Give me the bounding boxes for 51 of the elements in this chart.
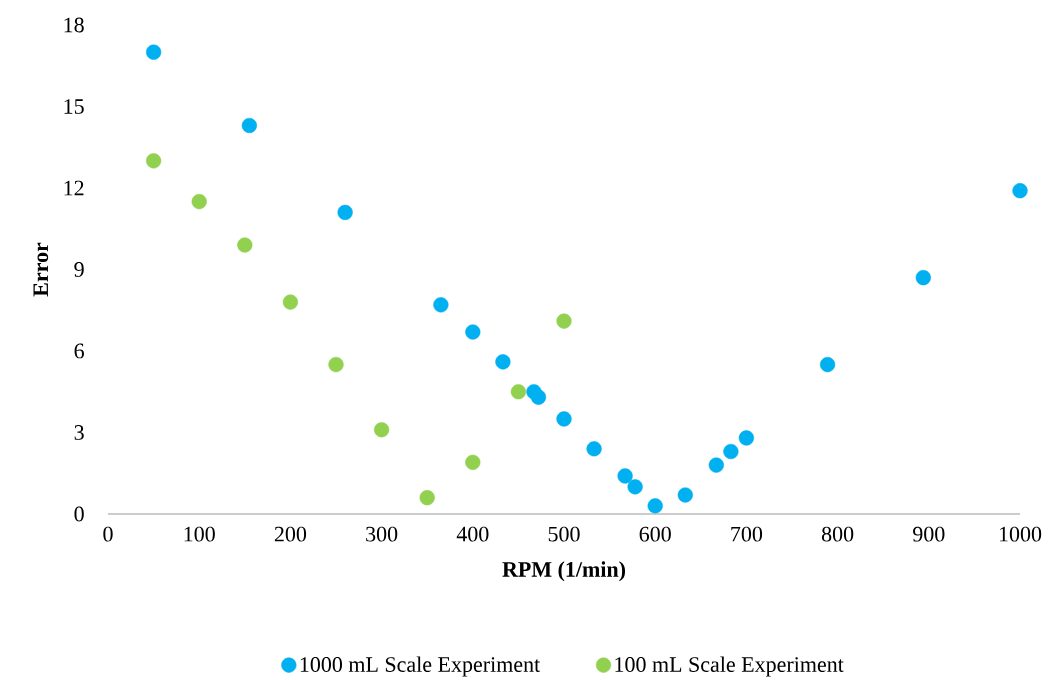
- point: [915, 270, 931, 286]
- point: [337, 204, 353, 221]
- point: [465, 324, 481, 340]
- point: [647, 498, 663, 514]
- point: [708, 457, 724, 473]
- point: [556, 411, 572, 427]
- point: [819, 356, 836, 373]
- point: [419, 490, 435, 506]
- point: [617, 468, 633, 484]
- x-tick-label: 600: [639, 526, 671, 542]
- y-tick-label: 3: [74, 425, 84, 440]
- point: [723, 443, 739, 460]
- point: [146, 153, 162, 169]
- point: [495, 354, 511, 370]
- y-tick-label: 6: [74, 343, 84, 359]
- x-tick-label: 300: [366, 526, 398, 542]
- point: [510, 384, 527, 400]
- point: [282, 294, 299, 310]
- point: [191, 193, 207, 210]
- x-tick-label: 1000: [999, 526, 1042, 542]
- y-axis-title: Error: [33, 242, 49, 297]
- point: [677, 487, 693, 503]
- x-axis-title: RPM (1/min): [502, 561, 626, 582]
- point: [586, 441, 602, 457]
- point: [556, 313, 572, 329]
- x-tick-label: 0: [103, 526, 113, 542]
- point: [1012, 183, 1028, 199]
- y-tick-label: 9: [74, 262, 84, 277]
- point: [627, 479, 643, 495]
- x-tick-label: 700: [731, 526, 763, 542]
- point: [530, 389, 547, 405]
- point: [433, 297, 449, 313]
- point: [241, 117, 257, 134]
- x-tick-label: 500: [548, 526, 580, 542]
- x-tick-label: 900: [913, 526, 945, 542]
- y-tick-label: 18: [64, 17, 84, 33]
- point: [146, 44, 162, 60]
- legend-label: 100 mL Scale Experiment: [615, 656, 844, 677]
- point: [374, 422, 390, 438]
- y-tick-label: 12: [64, 180, 84, 196]
- x-tick-label: 200: [274, 526, 307, 542]
- x-tick-label: 400: [456, 526, 489, 542]
- y-tick-label: 15: [64, 99, 84, 114]
- point: [237, 237, 253, 253]
- point: [738, 430, 755, 446]
- y-tick-label: 0: [74, 506, 84, 522]
- point: [465, 454, 481, 470]
- x-tick-label: 100: [184, 526, 215, 542]
- legend-label: 1000 mL Scale Experiment: [300, 656, 541, 677]
- x-tick-label: 800: [821, 526, 854, 542]
- point: [328, 356, 344, 373]
